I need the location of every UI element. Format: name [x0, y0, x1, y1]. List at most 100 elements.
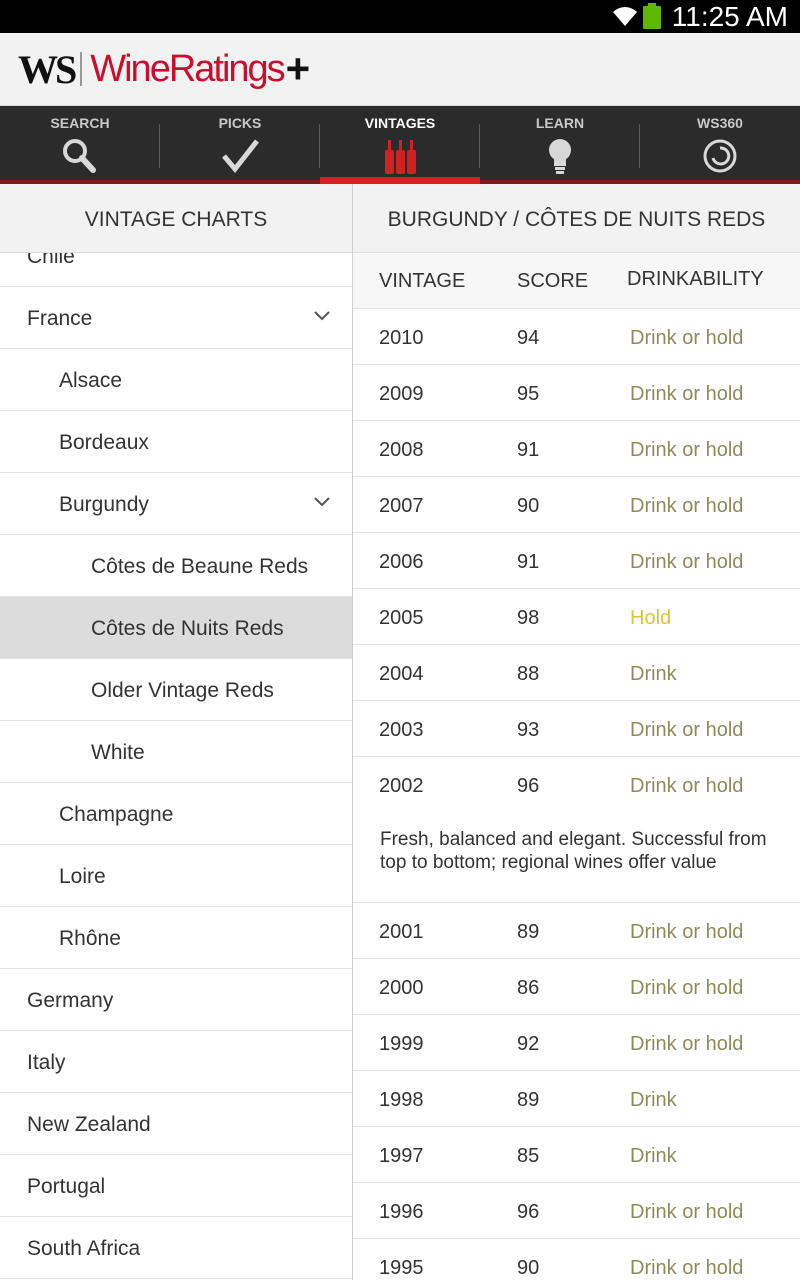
checkmark-icon — [222, 139, 259, 173]
table-row[interactable]: 2006 91 Drink or hold — [353, 533, 800, 589]
tab-underline — [640, 180, 800, 184]
tab-underline — [0, 180, 160, 184]
tab-learn[interactable]: LEARN — [480, 106, 640, 184]
region-list-inner: Chile France Alsace Bordeaux Burgundy Cô… — [0, 253, 352, 1279]
vintage-note: Fresh, balanced and elegant. Successful … — [380, 829, 767, 873]
score-cell: 86 — [517, 977, 540, 999]
vintage-cell: 2002 — [379, 775, 424, 797]
table-row[interactable]: 2003 93 Drink or hold — [353, 701, 800, 757]
table-row[interactable]: 2009 95 Drink or hold — [353, 365, 800, 421]
list-item-label: Germany — [27, 989, 114, 1012]
wine-bottles-icon — [385, 140, 416, 174]
tab-search[interactable]: SEARCH — [0, 106, 160, 184]
tab-ws360-label: WS360 — [697, 115, 743, 131]
list-item-label: White — [91, 741, 145, 764]
tab-ws360[interactable]: WS360 — [640, 106, 800, 184]
list-item-new-zealand[interactable]: New Zealand — [0, 1093, 352, 1155]
vintage-rows: 2010 94 Drink or hold 2009 95 Drink or hold 20… — [353, 309, 800, 1280]
list-item-label: Older Vintage Reds — [91, 679, 274, 702]
list-item-alsace[interactable]: Alsace — [0, 349, 352, 411]
table-row[interactable]: 2008 91 Drink or hold — [353, 421, 800, 477]
score-cell: 88 — [517, 663, 540, 685]
score-cell: 85 — [517, 1145, 540, 1167]
list-item-label: Loire — [59, 865, 106, 888]
table-row[interactable]: 2007 90 Drink or hold — [353, 477, 800, 533]
drinkability-cell: Drink — [630, 1089, 677, 1111]
list-item-champagne[interactable]: Champagne — [0, 783, 352, 845]
list-item-portugal[interactable]: Portugal — [0, 1155, 352, 1217]
list-item-label: France — [27, 307, 93, 330]
tab-learn-label: LEARN — [535, 115, 585, 131]
vintage-charts-panel: VINTAGE CHARTS Chile France Alsace Borde… — [0, 184, 352, 1280]
status-time: 11:25 AM — [671, 1, 788, 32]
list-item-label: South Africa — [27, 1237, 141, 1260]
vintage-cell: 2001 — [379, 921, 424, 943]
list-item-loire[interactable]: Loire — [0, 845, 352, 907]
drinkability-cell: Drink — [630, 663, 677, 685]
vintage-cell: 2010 — [379, 327, 424, 349]
list-item-germany[interactable]: Germany — [0, 969, 352, 1031]
list-item-france[interactable]: France — [0, 287, 352, 349]
list-item-bordeaux[interactable]: Bordeaux — [0, 411, 352, 473]
score-cell: 98 — [517, 607, 540, 629]
table-row[interactable]: 2002 96 Drink or hold Fresh, balanced and e… — [353, 757, 800, 903]
score-cell: 89 — [517, 1089, 540, 1111]
drinkability-cell: Drink or hold — [630, 1257, 744, 1279]
table-row[interactable]: 1999 92 Drink or hold — [353, 1015, 800, 1071]
score-cell: 96 — [517, 1201, 540, 1223]
drinkability-cell: Drink or hold — [630, 439, 744, 461]
list-item-label: Alsace — [59, 369, 123, 392]
chevron-down-icon — [314, 497, 330, 507]
tab-picks-label: PICKS — [218, 115, 262, 131]
app-logo: WS WineRatings + — [18, 45, 310, 92]
list-item-cotes-de-beaune-reds[interactable]: Côtes de Beaune Reds — [0, 535, 352, 597]
table-row[interactable]: 2005 98 Hold — [353, 589, 800, 645]
list-item-south-africa[interactable]: South Africa — [0, 1217, 352, 1279]
score-cell: 90 — [517, 495, 540, 517]
list-item-white[interactable]: White — [0, 721, 352, 783]
tab-picks[interactable]: PICKS — [160, 106, 320, 184]
drinkability-cell: Drink — [630, 1145, 677, 1167]
tab-vintages-label: VINTAGES — [364, 115, 436, 131]
table-row[interactable]: 1996 96 Drink or hold — [353, 1183, 800, 1239]
left-panel-title: VINTAGE CHARTS — [0, 184, 352, 253]
vintage-cell: 2004 — [379, 663, 424, 685]
score-cell: 90 — [517, 1257, 540, 1279]
score-cell: 91 — [517, 551, 540, 573]
drinkability-cell: Drink or hold — [630, 921, 744, 943]
tab-search-label: SEARCH — [50, 115, 110, 131]
table-row[interactable]: 2004 88 Drink — [353, 645, 800, 701]
table-row[interactable]: 2001 89 Drink or hold — [353, 903, 800, 959]
score-cell: 92 — [517, 1033, 540, 1055]
table-row[interactable]: 2000 86 Drink or hold — [353, 959, 800, 1015]
tab-underline — [160, 180, 320, 184]
drinkability-cell: Drink or hold — [630, 1033, 744, 1055]
vintage-cell: 1999 — [379, 1033, 424, 1055]
drinkability-cell: Drink or hold — [630, 977, 744, 999]
list-item-label: Burgundy — [59, 493, 149, 516]
vintage-cell: 2000 — [379, 977, 424, 999]
vintage-cell: 1996 — [379, 1201, 424, 1223]
list-item-older-vintage-reds[interactable]: Older Vintage Reds — [0, 659, 352, 721]
list-item-rhone[interactable]: Rhône — [0, 907, 352, 969]
drinkability-cell: Drink or hold — [630, 551, 744, 573]
app-header: WS WineRatings + — [0, 33, 800, 106]
list-item-italy[interactable]: Italy — [0, 1031, 352, 1093]
table-row[interactable]: 1997 85 Drink — [353, 1127, 800, 1183]
list-item-cotes-de-nuits-reds[interactable]: Côtes de Nuits Reds — [0, 597, 352, 659]
battery-icon — [643, 3, 661, 29]
list-item-label: Rhône — [59, 927, 121, 950]
tab-vintages[interactable]: VINTAGES — [320, 106, 480, 184]
table-row[interactable]: 1995 90 Drink or hold — [353, 1239, 800, 1280]
right-panel-title: BURGUNDY / CÔTES DE NUITS REDS — [353, 184, 800, 253]
list-item-label: Côtes de Nuits Reds — [91, 617, 284, 640]
list-item-burgundy[interactable]: Burgundy — [0, 473, 352, 535]
score-cell: 96 — [517, 775, 540, 797]
table-row[interactable]: 2010 94 Drink or hold — [353, 309, 800, 365]
logo-ws: WS — [18, 46, 77, 92]
table-row[interactable]: 1998 89 Drink — [353, 1071, 800, 1127]
list-item-label: Bordeaux — [59, 431, 149, 454]
region-list: Chile France Alsace Bordeaux Burgundy Cô… — [0, 253, 352, 1280]
list-item-chile[interactable]: Chile — [0, 253, 352, 287]
drinkability-cell: Drink or hold — [630, 775, 744, 797]
